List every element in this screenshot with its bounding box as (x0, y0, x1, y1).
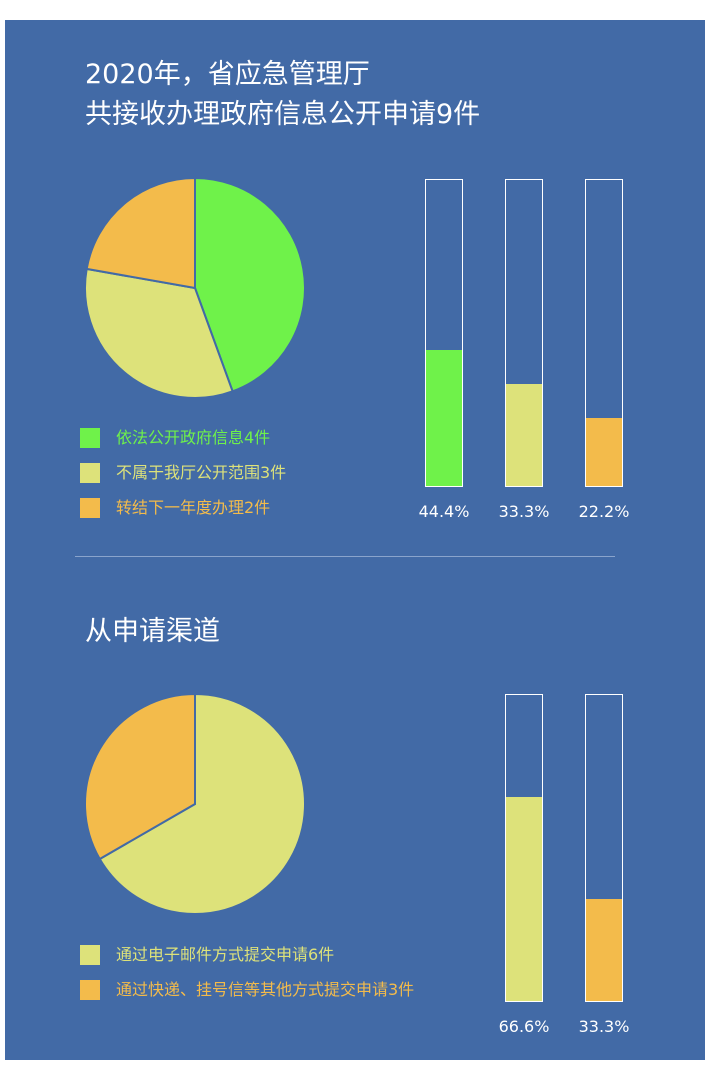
section2-title: 从申请渠道 (85, 616, 220, 647)
bar-frame (585, 179, 623, 487)
legend-label: 通过快递、挂号信等其他方式提交申请3件 (116, 980, 415, 999)
bar-percent-label: 22.2% (578, 502, 630, 521)
pie-chart-channels (84, 692, 306, 915)
bar-percent-label: 33.3% (578, 1017, 630, 1036)
section1-title-line2: 共接收办理政府信息公开申请9件 (85, 99, 481, 130)
pie-slice-3 (85, 176, 196, 290)
legend-swatch (80, 945, 100, 965)
bar-fill (506, 384, 542, 486)
legend-label: 转结下一年度办理2件 (116, 498, 271, 517)
pie-slice-1 (194, 176, 306, 393)
legend-swatch (80, 463, 100, 483)
legend-label: 不属于我厅公开范围3件 (116, 463, 287, 482)
section-divider (75, 556, 615, 557)
bar-frame (505, 694, 543, 1002)
section1-title-line1: 2020年，省应急管理厅 (85, 59, 370, 90)
bar-frame (425, 179, 463, 487)
legend-swatch (80, 980, 100, 1000)
legend-label: 依法公开政府信息4件 (116, 428, 271, 447)
bar-percent-label: 66.6% (498, 1017, 550, 1036)
bar-fill (506, 797, 542, 1001)
bar-fill (586, 899, 622, 1001)
pie-chart-requests (84, 176, 306, 399)
pie-slice-1 (98, 692, 306, 915)
pie-slice-2 (84, 692, 196, 861)
bar-percent-label: 44.4% (418, 502, 470, 521)
bar-frame (585, 694, 623, 1002)
legend-swatch (80, 498, 100, 518)
bar-fill (426, 350, 462, 486)
bar-percent-label: 33.3% (498, 502, 550, 521)
legend-label: 通过电子邮件方式提交申请6件 (116, 945, 335, 964)
legend-swatch (80, 428, 100, 448)
bar-frame (505, 179, 543, 487)
bar-fill (586, 418, 622, 486)
pie-slice-2 (84, 267, 234, 399)
